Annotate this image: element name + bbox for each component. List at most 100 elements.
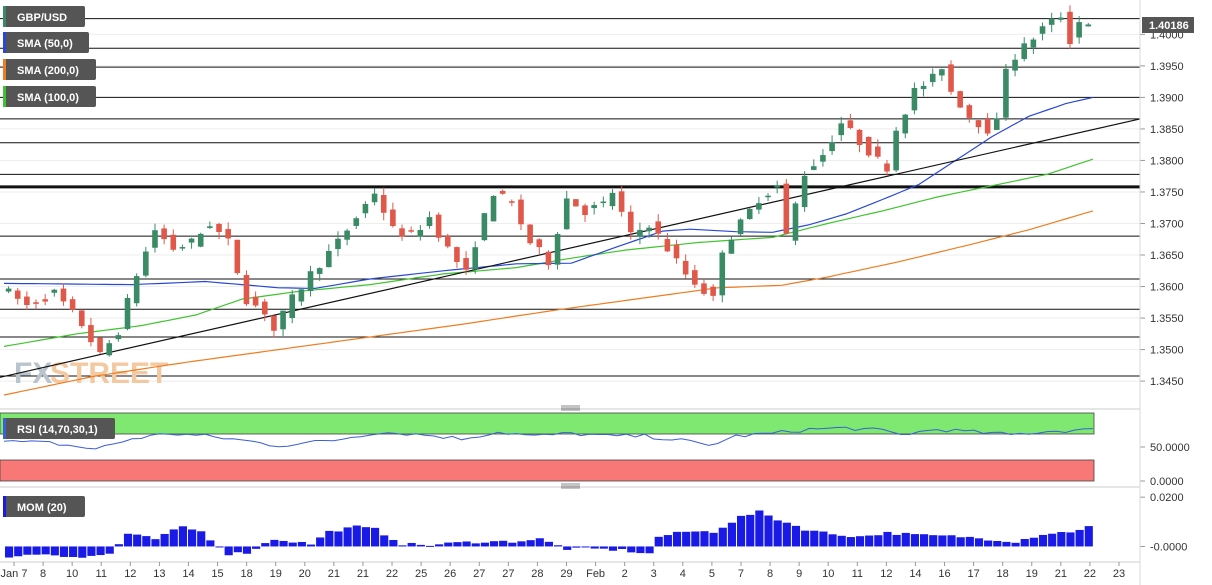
- mom-bar: [718, 527, 727, 547]
- candle-up: [737, 219, 744, 235]
- mom-bar: [416, 544, 425, 547]
- mom-bar: [801, 530, 810, 547]
- legend-sma200-label: SMA (200,0): [17, 65, 79, 77]
- candle-down: [984, 118, 991, 134]
- candle-up: [801, 175, 808, 208]
- mom-tick-label: -0.0000: [1150, 541, 1187, 553]
- mom-bar: [1002, 541, 1011, 547]
- mom-bar: [810, 530, 819, 547]
- legend-sma200[interactable]: SMA (200,0): [3, 59, 96, 80]
- mom-bar: [389, 539, 398, 547]
- mom-bar: [471, 543, 480, 547]
- candle-down: [536, 239, 543, 248]
- candle-up: [152, 230, 158, 248]
- x-tick-label: 27: [502, 568, 514, 580]
- candle-down: [454, 247, 460, 263]
- x-tick-label: 12: [880, 568, 892, 580]
- mom-bar: [727, 522, 736, 547]
- candle-down: [408, 230, 414, 232]
- legend-gbpusd[interactable]: GBP/USD: [3, 6, 85, 27]
- mom-bar: [883, 531, 892, 547]
- x-tick-label: 21: [357, 568, 369, 580]
- last-price-tag: 1.40186: [1149, 20, 1189, 32]
- x-tick-label: 26: [444, 568, 456, 580]
- legend-rsi[interactable]: RSI (14,70,30,1): [3, 418, 115, 439]
- mom-bar: [178, 526, 187, 547]
- candlestick-series: [5, 5, 1092, 357]
- mom-bar: [41, 546, 50, 555]
- candle-up: [820, 155, 826, 162]
- x-tick-label: 18: [241, 568, 253, 580]
- x-tick-label: 11: [852, 568, 863, 580]
- x-tick-label: 18: [997, 568, 1009, 580]
- candle-down: [399, 228, 405, 237]
- mom-bar: [517, 541, 526, 547]
- mom-bar: [444, 542, 453, 547]
- candle-down: [527, 224, 533, 244]
- mom-bar: [572, 546, 581, 548]
- legend-sma50-bg: [3, 32, 89, 53]
- candle-up: [1021, 43, 1028, 59]
- candle-down: [24, 296, 30, 306]
- candle-up: [280, 310, 286, 330]
- legend-mom[interactable]: MOM (20): [3, 496, 85, 517]
- mom-bar: [627, 546, 636, 553]
- x-tick-label: 9: [796, 568, 802, 580]
- mom-bar: [920, 534, 929, 547]
- mom-bar: [865, 535, 874, 547]
- rsi-line: [3, 426, 1093, 450]
- resize-handle-1[interactable]: [561, 405, 580, 411]
- candle-up: [481, 213, 488, 241]
- mom-bar: [682, 531, 691, 547]
- mom-bar: [489, 541, 499, 547]
- mom-bar: [380, 535, 389, 547]
- candle-up: [1058, 17, 1064, 20]
- candle-up: [646, 227, 652, 232]
- legend-sma100[interactable]: SMA (100,0): [3, 86, 96, 107]
- mom-bar: [563, 546, 572, 550]
- mom-bar: [526, 540, 535, 547]
- mom-bar: [901, 532, 910, 547]
- mom-bar: [224, 546, 233, 556]
- resize-handle-2[interactable]: [561, 483, 580, 489]
- mom-bar: [215, 546, 224, 548]
- candle-down: [271, 315, 277, 331]
- mom-bar: [242, 546, 252, 554]
- candle-up: [600, 201, 607, 204]
- x-tick-label: 5: [709, 568, 715, 580]
- mom-bar: [672, 531, 682, 547]
- mom-bar: [371, 527, 380, 547]
- x-tick-label: 4: [680, 568, 686, 580]
- x-tick-label: 11: [96, 568, 107, 580]
- mom-bar: [261, 543, 270, 547]
- mom-bar: [188, 529, 197, 547]
- x-tick-label: 2: [622, 568, 628, 580]
- mom-bar: [343, 527, 352, 547]
- mom-bar: [252, 546, 261, 549]
- mom-bar: [590, 546, 599, 549]
- rsi-tick-label: 0.0000: [1150, 476, 1184, 488]
- mom-bar: [69, 546, 78, 557]
- x-tick-label: 19: [270, 568, 282, 580]
- x-tick-label: 7: [738, 568, 744, 580]
- candle-down: [692, 270, 698, 285]
- candle-up: [1039, 26, 1046, 34]
- mom-bar: [938, 535, 947, 547]
- candle-down: [655, 221, 662, 234]
- candle-down: [865, 136, 872, 156]
- mom-bar: [581, 546, 590, 548]
- candle-down: [234, 239, 241, 274]
- mom-bar: [965, 536, 974, 547]
- mom-bar: [87, 546, 96, 556]
- mom-bar: [96, 546, 105, 556]
- candle-up: [637, 229, 643, 237]
- candle-up: [51, 289, 58, 293]
- rsi-oversold-zone: [0, 459, 1095, 482]
- legend-sma50-swatch: [3, 32, 6, 53]
- legend-sma50[interactable]: SMA (50,0): [3, 32, 89, 53]
- momentum-bars: [5, 510, 1093, 558]
- mom-bar: [23, 546, 32, 555]
- candle-down: [390, 209, 396, 227]
- mom-bar: [746, 514, 755, 547]
- mom-bar: [1038, 534, 1048, 547]
